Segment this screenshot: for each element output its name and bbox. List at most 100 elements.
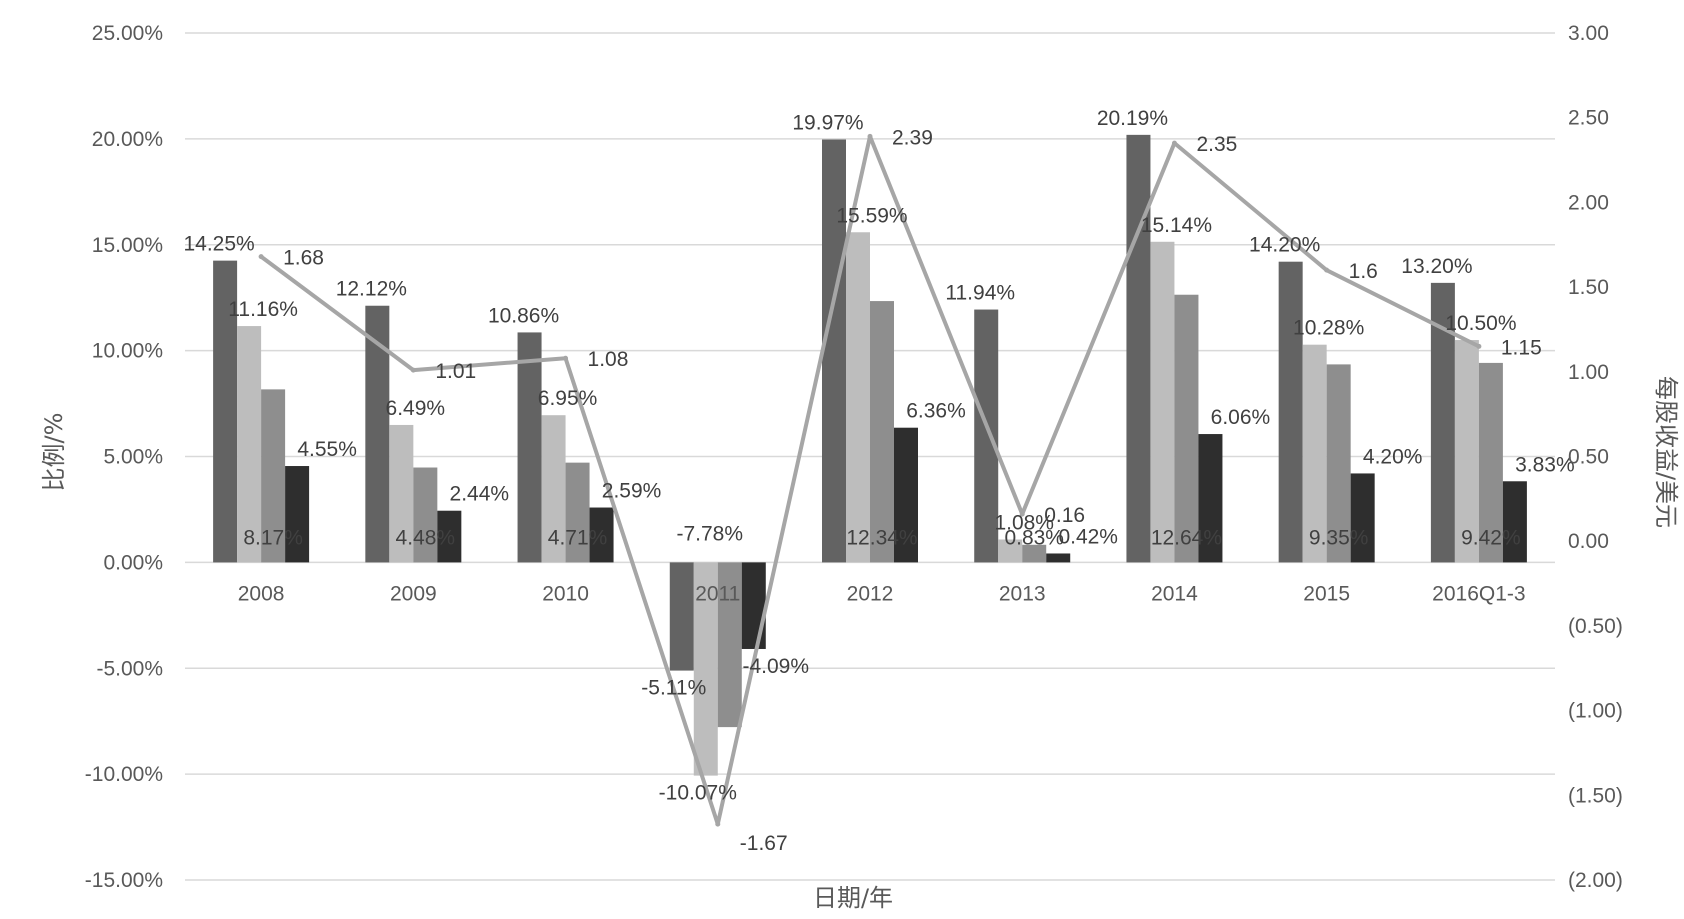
bar	[974, 309, 999, 563]
bar-data-label: 2.59%	[602, 480, 662, 503]
y-tick-label: -10.00%	[85, 763, 163, 786]
bar-data-label: 9.42%	[1461, 526, 1521, 549]
bar-data-label: 2.44%	[450, 483, 510, 506]
eps-point	[410, 367, 416, 373]
bar-data-label: 11.94%	[945, 282, 1015, 305]
y-tick-label: 20.00%	[92, 128, 163, 151]
y2-tick-label: 1.00	[1568, 361, 1609, 384]
y-tick-label: 25.00%	[92, 22, 163, 45]
bar-data-label: 0.83%	[1004, 526, 1064, 549]
eps-point	[1019, 511, 1025, 517]
line-layer	[258, 133, 1482, 827]
y2-tick-label: 3.00	[1568, 22, 1609, 45]
y-tick-label: 15.00%	[92, 234, 163, 257]
bar-data-label: -4.09%	[743, 655, 810, 678]
x-tick-label: 2010	[542, 582, 589, 605]
bar-data-label: 10.50%	[1445, 312, 1516, 335]
bar	[870, 301, 894, 563]
y2-tick-label: 1.50	[1568, 276, 1609, 299]
bar	[846, 232, 870, 563]
eps-point	[563, 355, 569, 361]
axis-layer: 25.00% 20.00% 15.00% 10.00% 5.00% 0.00% -5.00%…	[85, 22, 1623, 892]
bar-data-label: 15.59%	[836, 204, 907, 227]
eps-data-label: 1.68	[283, 247, 324, 270]
bar	[1150, 241, 1175, 563]
eps-data-label: 1.15	[1501, 336, 1542, 359]
eps-point	[258, 254, 264, 260]
bar	[717, 562, 742, 728]
bar-data-label: 14.25%	[183, 233, 254, 256]
y-tick-label: -15.00%	[85, 869, 163, 892]
y-tick-label: -5.00%	[96, 657, 163, 680]
x-tick-label: 2009	[390, 582, 437, 605]
y2-tick-label: (1.50)	[1568, 784, 1623, 807]
bar-data-label: 12.34%	[846, 526, 917, 549]
bar	[693, 562, 718, 776]
bar	[1278, 261, 1303, 563]
bar	[1302, 344, 1327, 563]
eps-point	[1324, 267, 1330, 273]
bar	[541, 415, 566, 563]
bar	[1022, 544, 1047, 563]
bar-data-label: 12.12%	[336, 278, 407, 301]
label-layer: 14.25% 12.12% 10.86% -5.11% 19.97% 11.94% 20.1…	[183, 107, 1574, 855]
bar	[998, 539, 1023, 563]
x-axis-title: 日期/年	[813, 884, 893, 912]
y2-tick-label: 0.00	[1568, 530, 1609, 553]
bar	[517, 332, 542, 563]
bar-data-label: -5.11%	[641, 677, 706, 700]
bar-data-label: 1.08%	[994, 512, 1054, 535]
eps-data-label: 1.6	[1349, 260, 1378, 283]
bar-data-label: -7.78%	[677, 522, 744, 545]
bar	[1454, 340, 1479, 563]
eps-data-label: 1.08	[588, 348, 629, 371]
x-tick-label: 2014	[1151, 582, 1198, 605]
eps-data-label: 2.35	[1196, 133, 1237, 156]
y2-tick-label: (0.50)	[1568, 615, 1623, 638]
x-tick-label: 2008	[238, 582, 285, 605]
x-tick-label: 2015	[1303, 582, 1350, 605]
bar-data-label: -10.07%	[659, 782, 737, 805]
bar	[1126, 134, 1151, 563]
bar-data-label: 6.49%	[386, 397, 446, 420]
y2-tick-label: 2.50	[1568, 107, 1609, 130]
bar-data-label: 6.95%	[538, 387, 598, 410]
bar	[822, 139, 846, 563]
bar-data-label: 11.16%	[228, 298, 298, 321]
bar-data-label: 15.14%	[1141, 214, 1212, 237]
eps-point	[1476, 343, 1482, 349]
bar-data-label: 19.97%	[792, 112, 863, 135]
bar-data-label: 12.64%	[1151, 526, 1222, 549]
bar	[437, 510, 462, 563]
eps-data-label: 1.01	[435, 360, 476, 383]
y2-tick-label: 0.50	[1568, 446, 1609, 469]
bar	[285, 466, 310, 563]
eps-point	[1171, 140, 1177, 146]
bar	[261, 389, 286, 563]
x-tick-label: 2012	[847, 582, 894, 605]
y-tick-label: 5.00%	[103, 446, 163, 469]
bar	[1502, 481, 1527, 563]
bar	[1478, 362, 1503, 563]
bar	[669, 562, 694, 671]
bar-data-label: 4.71%	[548, 526, 608, 549]
y2-tick-label: (1.00)	[1568, 700, 1623, 723]
y2-tick-label: 2.00	[1568, 191, 1609, 214]
bar	[237, 326, 262, 563]
bar	[389, 424, 414, 563]
bar	[413, 467, 438, 563]
bar	[589, 507, 614, 563]
bar-data-label: 0.42%	[1058, 525, 1118, 548]
bar-layer	[213, 134, 1527, 776]
y-tick-label: 10.00%	[92, 340, 163, 363]
eps-data-label: -1.67	[740, 832, 788, 855]
bar-data-label: 6.36%	[906, 400, 966, 423]
bar	[1174, 294, 1199, 563]
x-tick-label: 2016Q1-3	[1432, 582, 1525, 605]
bar-data-label: 10.28%	[1293, 317, 1364, 340]
bar-data-label: 4.48%	[396, 526, 456, 549]
y-tick-label: 0.00%	[103, 551, 163, 574]
bar	[1326, 364, 1351, 563]
